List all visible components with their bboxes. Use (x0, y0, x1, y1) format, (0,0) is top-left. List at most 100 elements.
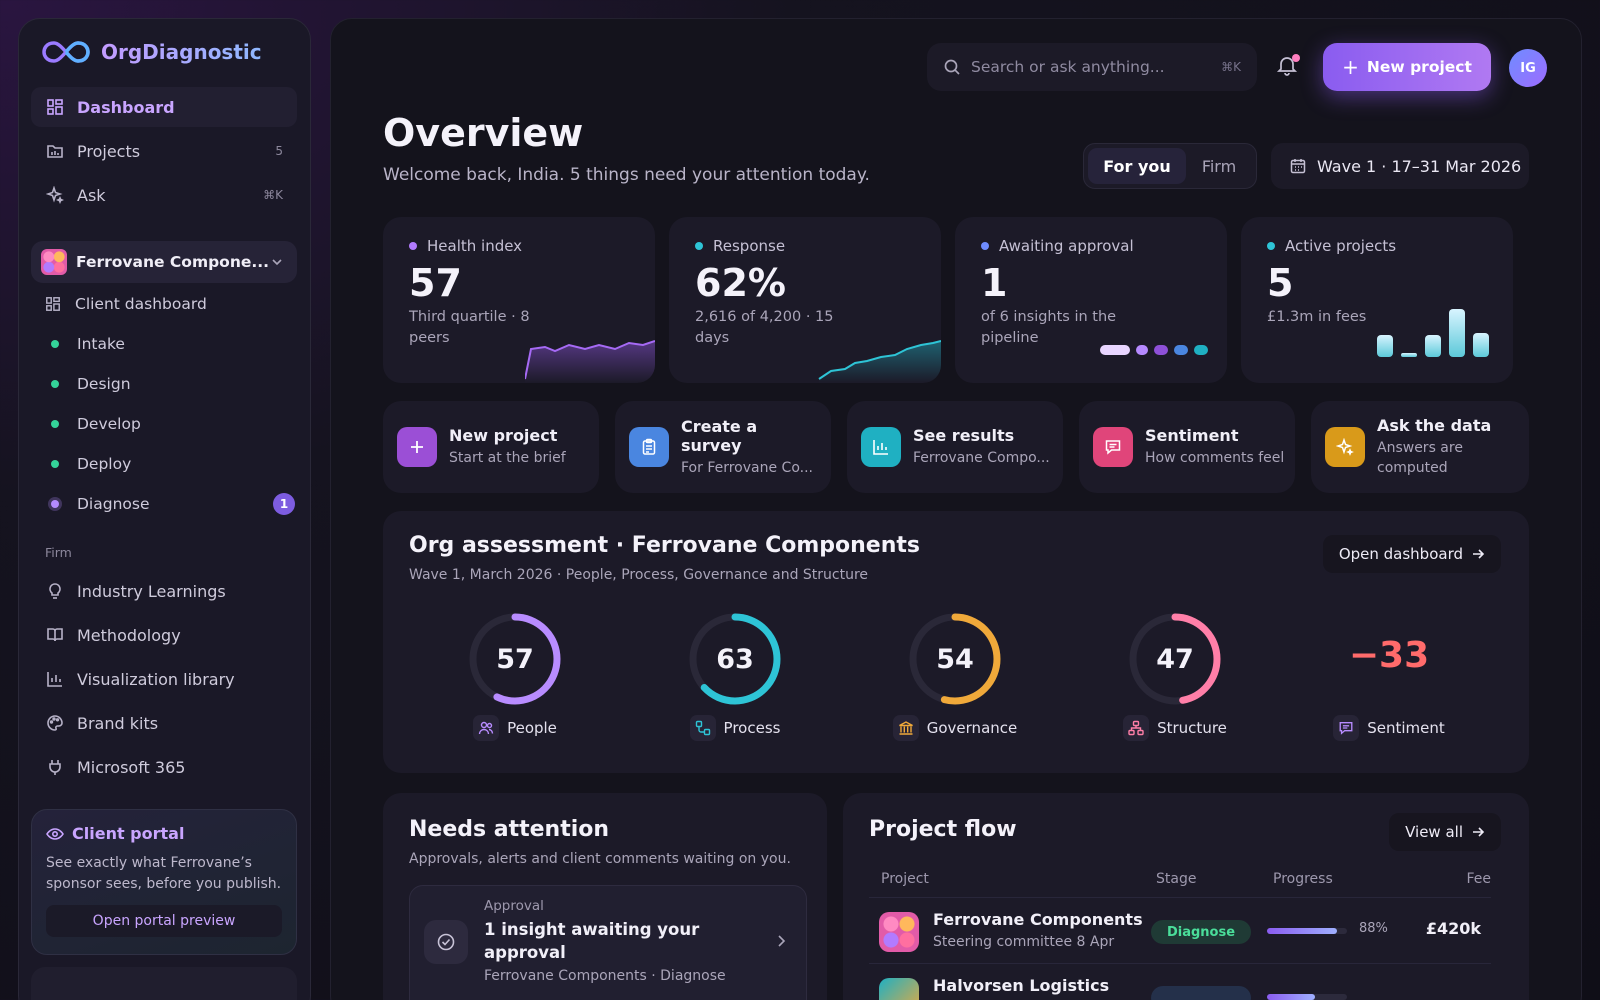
stat-value: 1 (981, 261, 1008, 305)
stage-label: Design (77, 375, 131, 393)
stat-response[interactable]: Response 62% 2,616 of 4,200 · 15 days (669, 217, 941, 383)
action-sub: Answers are computed (1377, 440, 1463, 476)
stat-dot (981, 242, 989, 250)
sentiment-label-row[interactable]: Sentiment (1319, 715, 1459, 741)
client-dashboard-link[interactable]: Client dashboard (45, 287, 207, 321)
ring-progress (689, 613, 781, 705)
new-project-button[interactable]: + New project (1323, 43, 1491, 91)
nav-label: Industry Learnings (77, 581, 226, 601)
portal-title: Client portal (72, 824, 185, 843)
stage-intake[interactable]: Intake (45, 327, 125, 361)
people-ring (469, 613, 561, 705)
assessment-subtitle: Wave 1, March 2026 · People, Process, Go… (409, 567, 869, 583)
stat-active-projects[interactable]: Active projects 5 £1.3m in fees (1241, 217, 1513, 383)
nav-projects[interactable]: Projects 5 (31, 131, 297, 171)
nav-ask[interactable]: Ask ⌘K (31, 175, 297, 215)
nav-brand-kits[interactable]: Brand kits (31, 703, 297, 743)
mini-bar (1473, 333, 1489, 357)
nav-industry-learnings[interactable]: Industry Learnings (31, 571, 297, 611)
stat-sub: 2,616 of 4,200 · 15 days (695, 309, 834, 346)
user-avatar[interactable]: IG (1509, 49, 1547, 87)
mini-bar (1449, 309, 1465, 357)
action-new-project[interactable]: New project Start at the brief (383, 401, 599, 493)
gauge-value: 54 (936, 643, 974, 675)
client-logo (41, 249, 67, 275)
attention-item-sub: Ferrovane Components · Diagnose (484, 968, 726, 984)
project-fee: £420k (1425, 919, 1481, 938)
toggle-firm[interactable]: Firm (1201, 156, 1237, 176)
view-all-button[interactable]: View all (1389, 813, 1501, 851)
nav-microsoft-365[interactable]: Microsoft 365 (31, 747, 297, 787)
action-sub: How comments feel (1145, 450, 1285, 466)
stage-develop[interactable]: Develop (45, 407, 141, 441)
search-bar[interactable]: Search or ask anything... ⌘K (927, 43, 1257, 91)
flow-title: Project flow (869, 817, 1017, 842)
date-range-label: Wave 1 · 17–31 Mar 2026 (1317, 156, 1522, 176)
org-assessment-card: Org assessment · Ferrovane Components Wa… (383, 511, 1529, 773)
open-portal-preview-button[interactable]: Open portal preview (46, 905, 282, 937)
nav-methodology[interactable]: Methodology (31, 615, 297, 655)
date-range-picker[interactable]: Wave 1 · 17–31 Mar 2026 (1271, 143, 1529, 189)
stat-value: 5 (1267, 261, 1294, 305)
nav-label: Methodology (77, 625, 181, 645)
stage-label: Develop (77, 415, 141, 433)
stat-label: Active projects (1285, 237, 1397, 255)
org-chart-icon (1123, 715, 1150, 741)
ring-progress (469, 613, 561, 705)
attention-title: Needs attention (409, 817, 610, 842)
action-ask-the-data[interactable]: Ask the data Answers are computed (1311, 401, 1529, 493)
arrow-right-icon (1473, 827, 1485, 837)
plus-icon: + (1342, 55, 1359, 79)
client-selector[interactable]: Ferrovane Compone... (31, 241, 297, 283)
action-see-results[interactable]: See results Ferrovane Compo... (847, 401, 1063, 493)
nav-dashboard[interactable]: Dashboard (31, 87, 297, 127)
stat-label: Awaiting approval (999, 237, 1134, 255)
notifications-button[interactable] (1275, 53, 1301, 79)
nav-label: Brand kits (77, 713, 159, 733)
stat-sub: of 6 insights in the pipeline (981, 309, 1117, 346)
stat-awaiting-approval[interactable]: Awaiting approval 1 of 6 insights in the… (955, 217, 1227, 383)
stage-dot (51, 380, 59, 388)
gauge-process[interactable]: 63 Process (665, 611, 805, 741)
gauge-structure[interactable]: 47 Structure (1105, 611, 1245, 741)
brand[interactable]: OrgDiagnostic (41, 39, 262, 65)
action-sentiment[interactable]: Sentiment How comments feel (1079, 401, 1295, 493)
ring-progress (1129, 613, 1221, 705)
search-icon (944, 59, 960, 75)
gauge-governance[interactable]: 54 Governance (885, 611, 1025, 741)
search-shortcut: ⌘K (1221, 60, 1241, 74)
action-create-survey[interactable]: Create a survey For Ferrovane Co... (615, 401, 831, 493)
stage-deploy[interactable]: Deploy (45, 447, 131, 481)
progress-bar (1267, 928, 1347, 934)
bar-chart-icon (861, 427, 901, 467)
stat-health-index[interactable]: Health index 57 Third quartile · 8 peers (383, 217, 655, 383)
bank-icon (892, 715, 919, 741)
table-row[interactable]: Ferrovane Components Steering committee … (869, 897, 1491, 963)
gauge-value: 57 (496, 643, 534, 675)
stage-design[interactable]: Design (45, 367, 131, 401)
bar-chart-icon (45, 669, 65, 689)
check-circle-icon (424, 920, 468, 964)
nav-label: Dashboard (77, 97, 175, 117)
client-dashboard-label: Client dashboard (75, 295, 207, 313)
chevron-right-icon (778, 935, 786, 947)
brand-name: OrgDiagnostic (101, 40, 262, 64)
stage-diagnose[interactable]: Diagnose 1 (45, 487, 295, 521)
process-icon (689, 715, 716, 741)
stage-label: Deploy (77, 455, 132, 473)
open-dashboard-button[interactable]: Open dashboard (1322, 535, 1501, 573)
ask-shortcut: ⌘K (263, 188, 283, 202)
table-row[interactable]: Halvorsen Logistics (869, 963, 1491, 1000)
user-profile-row[interactable] (31, 967, 297, 1000)
diagnose-badge: 1 (273, 493, 295, 515)
gauge-label: Structure (1157, 719, 1227, 737)
stat-value: 57 (409, 261, 462, 305)
approval-item[interactable]: Approval 1 insight awaiting your approva… (409, 885, 807, 1000)
gauge-people[interactable]: 57 People (445, 611, 585, 741)
stat-dot (409, 242, 417, 250)
column-header-stage: Stage (1156, 871, 1197, 887)
message-icon (1093, 427, 1133, 467)
toggle-for-you[interactable]: For you (1088, 148, 1186, 184)
nav-visualization-library[interactable]: Visualization library (31, 659, 297, 699)
nav-label: Visualization library (77, 669, 235, 689)
